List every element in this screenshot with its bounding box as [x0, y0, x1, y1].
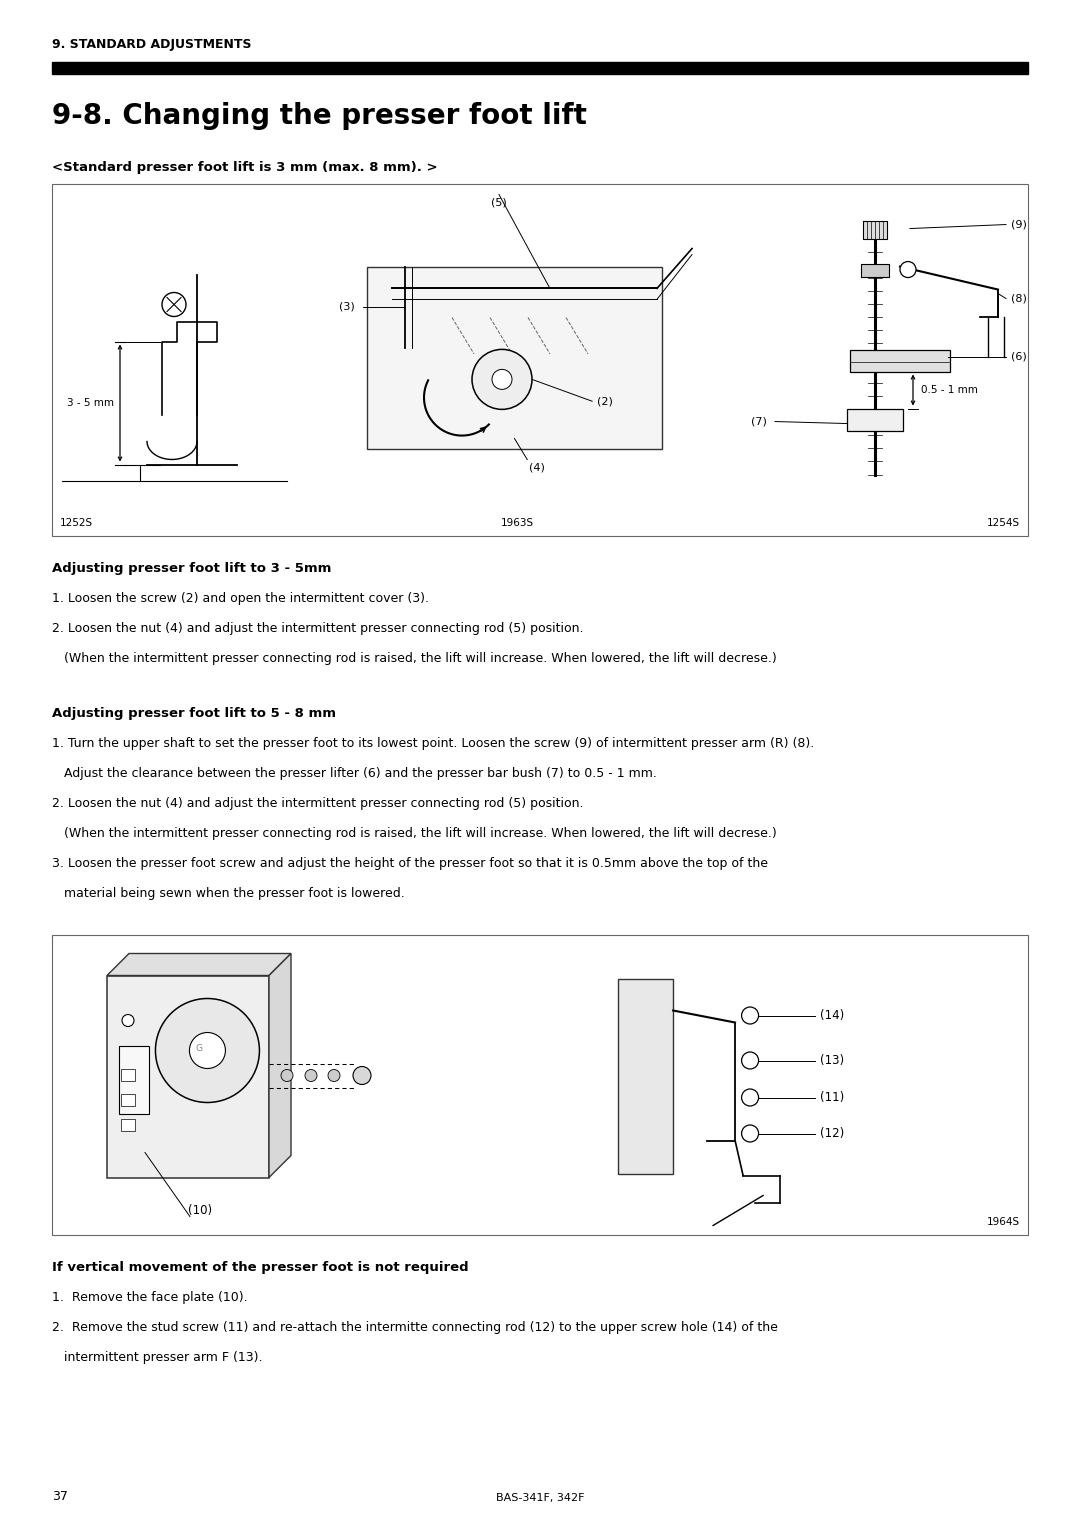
Circle shape [281, 1070, 293, 1082]
Bar [367, 266, 662, 449]
Circle shape [189, 1033, 226, 1068]
Text: 1254S: 1254S [987, 518, 1020, 527]
Text: G: G [195, 1044, 203, 1053]
Bar [107, 975, 269, 1178]
Polygon shape [269, 953, 291, 1178]
Text: (14): (14) [820, 1008, 845, 1022]
Text: 1964S: 1964S [987, 1216, 1020, 1227]
Text: (12): (12) [820, 1128, 845, 1140]
Bar [52, 183, 1028, 535]
Bar [121, 1068, 135, 1080]
Text: (8): (8) [1011, 293, 1027, 304]
Text: (11): (11) [820, 1091, 845, 1105]
Text: 2.  Remove the stud screw (11) and re-attach the intermitte connecting rod (12) : 2. Remove the stud screw (11) and re-att… [52, 1320, 778, 1334]
Polygon shape [107, 953, 291, 975]
Text: BAS-341F, 342F: BAS-341F, 342F [496, 1493, 584, 1504]
Text: 3 - 5 mm: 3 - 5 mm [67, 397, 114, 408]
Text: 1. Loosen the screw (2) and open the intermittent cover (3).: 1. Loosen the screw (2) and open the int… [52, 591, 429, 605]
Text: 1963S: 1963S [500, 518, 534, 527]
Circle shape [900, 261, 916, 278]
Circle shape [742, 1125, 758, 1141]
Bar [119, 1045, 149, 1114]
Bar [847, 408, 903, 431]
Bar [52, 935, 1028, 1235]
Text: 1. Turn the upper shaft to set the presser foot to its lowest point. Loosen the : 1. Turn the upper shaft to set the press… [52, 736, 814, 750]
Text: If vertical movement of the presser foot is not required: If vertical movement of the presser foot… [52, 1261, 469, 1273]
Text: (2): (2) [597, 396, 613, 406]
Bar [618, 978, 673, 1174]
Circle shape [742, 1007, 758, 1024]
Bar [863, 220, 887, 238]
Text: (When the intermittent presser connecting rod is raised, the lift will increase.: (When the intermittent presser connectin… [52, 827, 777, 839]
Bar [861, 263, 889, 277]
Text: 1252S: 1252S [60, 518, 93, 527]
Text: 2. Loosen the nut (4) and adjust the intermittent presser connecting rod (5) pos: 2. Loosen the nut (4) and adjust the int… [52, 622, 583, 634]
Text: (3): (3) [339, 301, 355, 312]
Text: 1.  Remove the face plate (10).: 1. Remove the face plate (10). [52, 1291, 247, 1303]
Text: 37: 37 [52, 1490, 68, 1504]
Text: Adjusting presser foot lift to 3 - 5mm: Adjusting presser foot lift to 3 - 5mm [52, 561, 332, 575]
Text: 2. Loosen the nut (4) and adjust the intermittent presser connecting rod (5) pos: 2. Loosen the nut (4) and adjust the int… [52, 796, 583, 810]
Circle shape [492, 370, 512, 390]
Text: 3. Loosen the presser foot screw and adjust the height of the presser foot so th: 3. Loosen the presser foot screw and adj… [52, 857, 768, 869]
Text: (6): (6) [1011, 351, 1027, 362]
Text: 0.5 - 1 mm: 0.5 - 1 mm [921, 385, 977, 396]
Circle shape [122, 1015, 134, 1027]
Text: (10): (10) [188, 1204, 212, 1216]
Text: material being sewn when the presser foot is lowered.: material being sewn when the presser foo… [52, 886, 405, 900]
Text: (9): (9) [1011, 220, 1027, 229]
Bar [52, 63, 1028, 73]
Text: (When the intermittent presser connecting rod is raised, the lift will increase.: (When the intermittent presser connectin… [52, 651, 777, 665]
Circle shape [305, 1070, 318, 1082]
Circle shape [742, 1089, 758, 1106]
Circle shape [742, 1051, 758, 1070]
Text: (7): (7) [751, 417, 767, 426]
Text: 9. STANDARD ADJUSTMENTS: 9. STANDARD ADJUSTMENTS [52, 38, 252, 50]
Bar [121, 1094, 135, 1105]
Circle shape [328, 1070, 340, 1082]
Bar [121, 1118, 135, 1131]
Bar [850, 350, 950, 371]
Text: <Standard presser foot lift is 3 mm (max. 8 mm). >: <Standard presser foot lift is 3 mm (max… [52, 162, 437, 174]
Text: (13): (13) [820, 1054, 845, 1067]
Circle shape [472, 350, 532, 410]
Text: Adjust the clearance between the presser lifter (6) and the presser bar bush (7): Adjust the clearance between the presser… [52, 767, 657, 779]
Circle shape [156, 998, 259, 1103]
Text: 9-8. Changing the presser foot lift: 9-8. Changing the presser foot lift [52, 101, 586, 130]
Text: Adjusting presser foot lift to 5 - 8 mm: Adjusting presser foot lift to 5 - 8 mm [52, 706, 336, 720]
Text: (4): (4) [529, 463, 545, 472]
Text: (5): (5) [491, 197, 507, 208]
Circle shape [353, 1067, 372, 1085]
Text: intermittent presser arm F (13).: intermittent presser arm F (13). [52, 1351, 262, 1363]
